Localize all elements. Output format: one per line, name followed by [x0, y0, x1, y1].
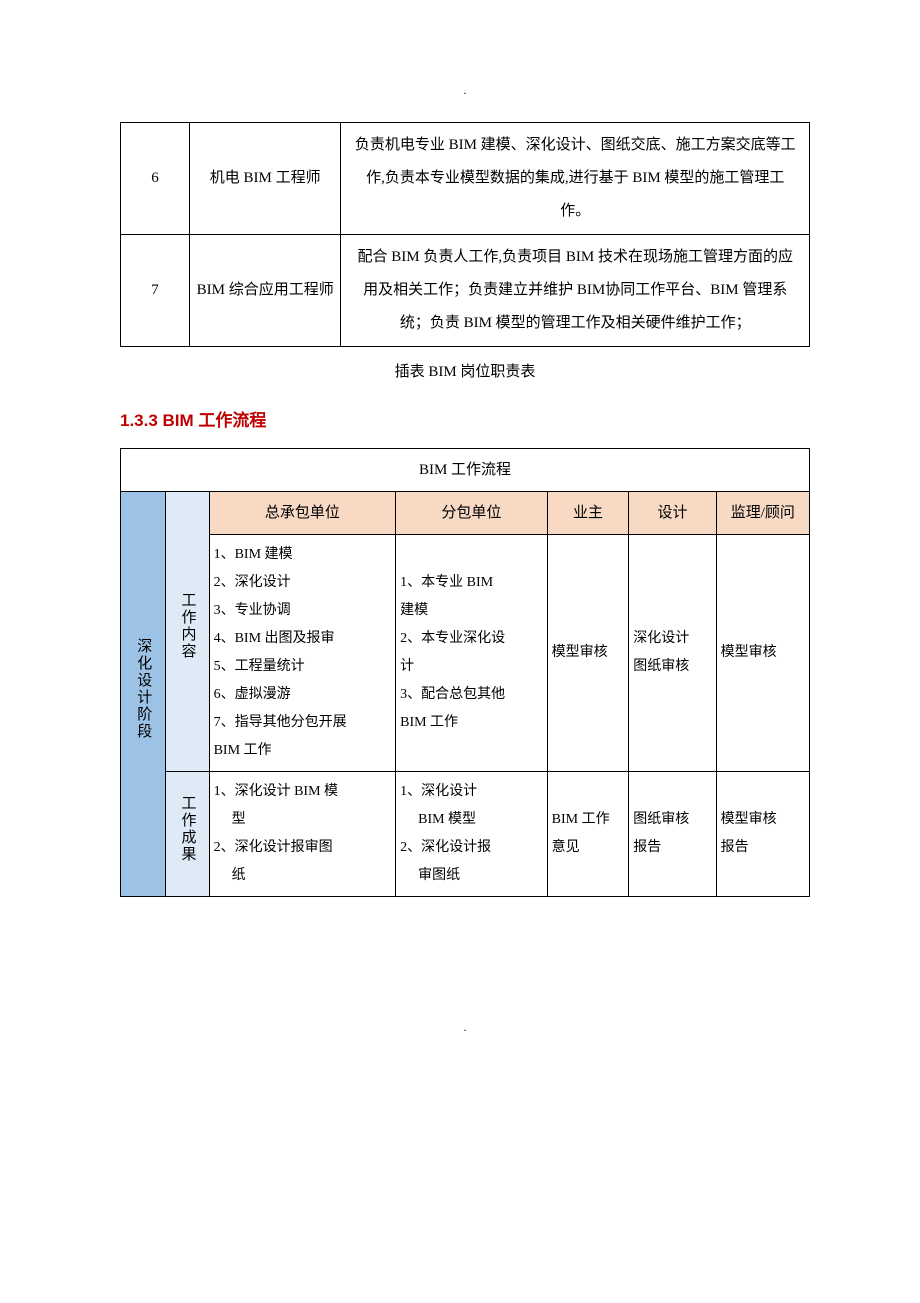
subphase-label: 工作成果 — [173, 795, 203, 863]
cell-content: 模型审核 — [716, 535, 809, 772]
table-caption: 插表 BIM 岗位职责表 — [120, 359, 810, 386]
row-number: 7 — [121, 234, 190, 346]
cell-content: 模型审核 — [547, 535, 629, 772]
phase-label: 深化设计阶段 — [128, 638, 158, 740]
table-row: 7 BIM 综合应用工程师 配合 BIM 负责人工作,负责项目 BIM 技术在现… — [121, 234, 810, 346]
role-name: BIM 综合应用工程师 — [189, 234, 341, 346]
column-header: 设计 — [629, 492, 716, 535]
subphase-cell: 工作内容 — [166, 492, 209, 772]
page-marker-top: . — [120, 80, 810, 102]
subphase-label: 工作内容 — [173, 592, 203, 660]
job-responsibility-table: 6 机电 BIM 工程师 负责机电专业 BIM 建模、深化设计、图纸交底、施工方… — [120, 122, 810, 347]
role-description: 负责机电专业 BIM 建模、深化设计、图纸交底、施工方案交底等工作,负责本专业模… — [341, 122, 810, 234]
column-header: 总承包单位 — [209, 492, 396, 535]
table-title-row: BIM 工作流程 — [121, 449, 810, 492]
cell-content: 模型审核 报告 — [716, 772, 809, 897]
role-name: 机电 BIM 工程师 — [189, 122, 341, 234]
workflow-table: BIM 工作流程 深化设计阶段 工作内容 总承包单位 分包单位 业主 设计 监理… — [120, 448, 810, 897]
cell-content: 1、深化设计 BIM 模型 2、深化设计报 审图纸 — [396, 772, 548, 897]
page-marker-bottom: . — [120, 1017, 810, 1039]
cell-content: 1、BIM 建模 2、深化设计 3、专业协调 4、BIM 出图及报审 5、工程量… — [209, 535, 396, 772]
column-header: 业主 — [547, 492, 629, 535]
cell-content: BIM 工作 意见 — [547, 772, 629, 897]
header-row: 深化设计阶段 工作内容 总承包单位 分包单位 业主 设计 监理/顾问 — [121, 492, 810, 535]
result-row: 工作成果 1、深化设计 BIM 模 型 2、深化设计报审图 纸 1、深化设计 B… — [121, 772, 810, 897]
role-description: 配合 BIM 负责人工作,负责项目 BIM 技术在现场施工管理方面的应用及相关工… — [341, 234, 810, 346]
column-header: 监理/顾问 — [716, 492, 809, 535]
subphase-cell: 工作成果 — [166, 772, 209, 897]
section-heading: 1.3.3 BIM 工作流程 — [120, 406, 810, 437]
row-number: 6 — [121, 122, 190, 234]
table-title: BIM 工作流程 — [121, 449, 810, 492]
cell-content: 1、深化设计 BIM 模 型 2、深化设计报审图 纸 — [209, 772, 396, 897]
cell-content: 1、本专业 BIM 建模 2、本专业深化设 计 3、配合总包其他 BIM 工作 — [396, 535, 548, 772]
column-header: 分包单位 — [396, 492, 548, 535]
cell-content: 深化设计 图纸审核 — [629, 535, 716, 772]
phase-cell: 深化设计阶段 — [121, 492, 166, 897]
table-row: 6 机电 BIM 工程师 负责机电专业 BIM 建模、深化设计、图纸交底、施工方… — [121, 122, 810, 234]
content-row: 1、BIM 建模 2、深化设计 3、专业协调 4、BIM 出图及报审 5、工程量… — [121, 535, 810, 772]
cell-content: 图纸审核 报告 — [629, 772, 716, 897]
